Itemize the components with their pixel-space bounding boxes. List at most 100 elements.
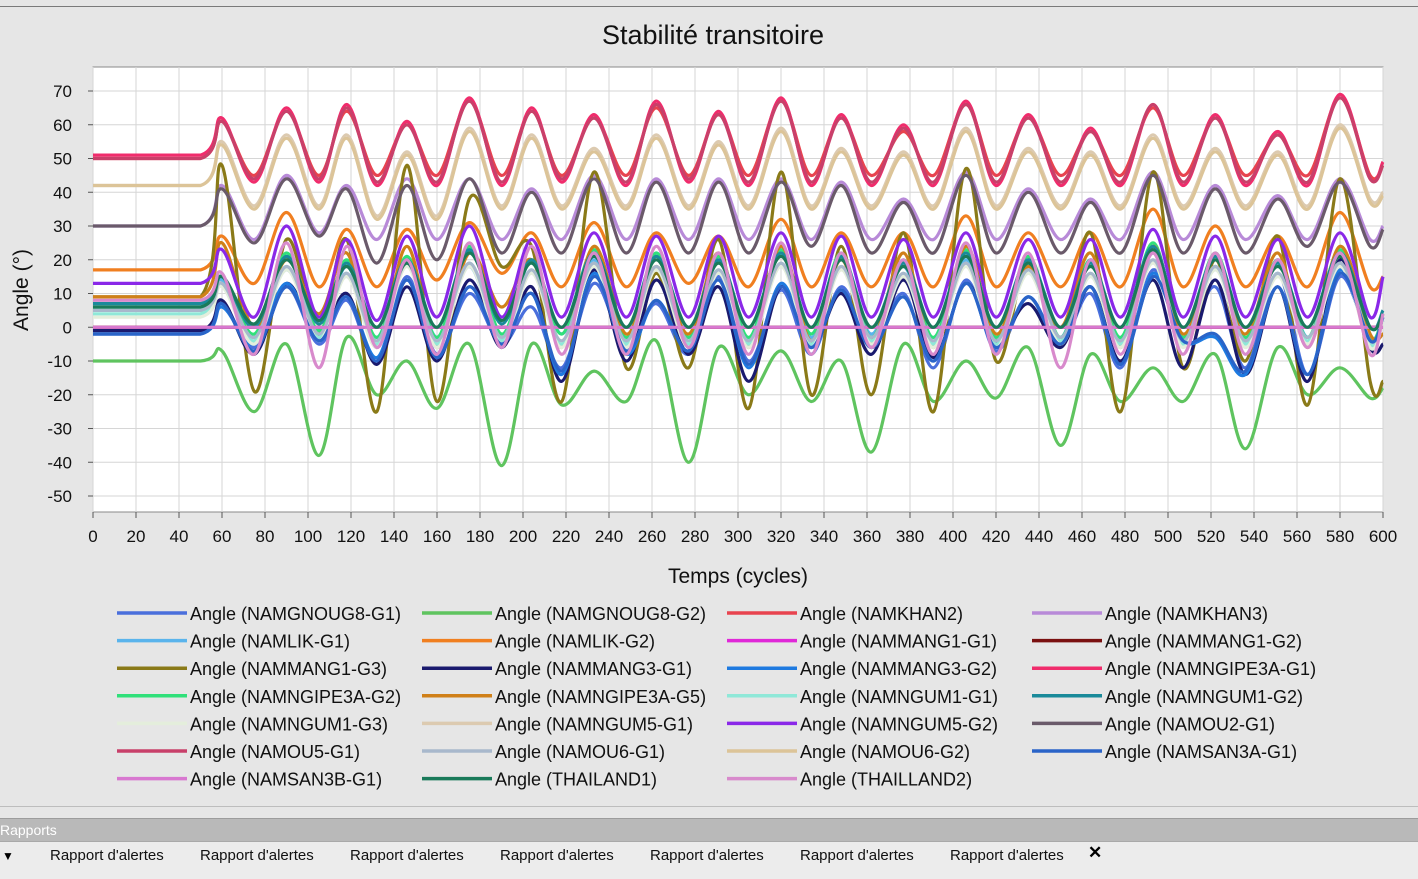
legend: Angle (NAMGNOUG8-G1) Angle (NAMGNOUG8-G2)…	[117, 604, 1316, 790]
series-line-5	[93, 207, 1385, 292]
series-line-18	[93, 224, 1385, 323]
tab-label: Rapport d'alertes	[50, 847, 164, 864]
panel-divider	[0, 806, 1418, 807]
x-tick-label: 140	[380, 527, 408, 546]
legend-label: Angle (NAMMANG1-G1)	[800, 632, 997, 652]
series-line-3	[93, 170, 1385, 243]
legend-label: Angle (NAMMANG3-G2)	[800, 659, 997, 679]
x-tick-label: 440	[1025, 527, 1053, 546]
x-tick-label: 100	[294, 527, 322, 546]
close-tab-icon[interactable]: ✕	[1088, 843, 1103, 862]
tab-rapport-alertes-1[interactable]: Rapport d'alertes	[36, 844, 164, 868]
transient-stability-chart: Stabilité transitoire 0 20 40 60 80 100 120 140…	[10, 20, 1397, 790]
legend-label: Angle (NAMNGIPE3A-G5)	[495, 687, 706, 707]
x-tick-label: 60	[213, 527, 232, 546]
x-tick-label: 340	[810, 527, 838, 546]
legend-label: Angle (THAILAND1)	[495, 770, 657, 790]
tab-rapport-alertes-7[interactable]: Rapport d'alertes	[936, 844, 1064, 868]
legend-label: Angle (NAMMANG3-G1)	[495, 659, 692, 679]
report-tabs-row: ▼ Rapport d'alertes Rapport d'alertes Rapp…	[0, 841, 1418, 879]
x-tick-label: 520	[1197, 527, 1225, 546]
legend-label: Angle (NAMNGUM1-G1)	[800, 687, 998, 707]
tab-label: Rapport d'alertes	[350, 847, 464, 864]
tab-label: Rapport d'alertes	[200, 847, 314, 864]
tab-label: Rapport d'alertes	[800, 847, 914, 864]
legend-label: Angle (NAMOU6-G1)	[495, 742, 665, 762]
y-axis-label: Angle (°)	[10, 249, 33, 331]
series-line-19	[93, 173, 1385, 265]
axis-ticks: 0 20 40 60 80 100 120 140 160 180 200 220 240 260 280 3…	[47, 82, 1397, 546]
x-axis-label: Temps (cycles)	[668, 565, 808, 588]
x-tick-label: 0	[88, 527, 97, 546]
x-tick-label: 260	[638, 527, 666, 546]
tab-label: Rapport d'alertes	[650, 847, 764, 864]
x-tick-label: 460	[1068, 527, 1096, 546]
y-tick-label: 10	[53, 285, 72, 304]
series-line-26	[93, 241, 1385, 370]
series-line-20	[93, 96, 1385, 184]
tab-rapport-alertes-6[interactable]: Rapport d'alertes	[786, 844, 914, 868]
y-tick-label: -50	[47, 487, 72, 506]
y-tick-label: 30	[53, 217, 72, 236]
legend-label: Angle (NAMNGUM5-G1)	[495, 714, 693, 734]
y-tick-label: -30	[47, 420, 72, 439]
legend-label: Angle (NAMSAN3B-G1)	[190, 770, 382, 790]
legend-label: Angle (NAMOU6-G2)	[800, 742, 970, 762]
y-tick-label: -10	[47, 352, 72, 371]
legend-label: Angle (NAMKHAN3)	[1105, 604, 1268, 624]
y-tick-label: 20	[53, 251, 72, 270]
y-tick-label: 70	[53, 82, 72, 101]
y-tick-label: 0	[63, 318, 72, 337]
y-tick-label: 40	[53, 183, 72, 202]
x-tick-label: 300	[724, 527, 752, 546]
series-line-23	[93, 271, 1385, 377]
x-tick-label: 540	[1240, 527, 1268, 546]
legend-label: Angle (NAMMANG1-G2)	[1105, 632, 1302, 652]
y-tick-label: 60	[53, 116, 72, 135]
rapports-title: Rapports	[0, 822, 57, 838]
x-tick-label: 380	[896, 527, 924, 546]
legend-label: Angle (NAMSAN3A-G1)	[1105, 742, 1297, 762]
legend-label: Angle (NAMGNOUG8-G2)	[495, 604, 706, 624]
tab-rapport-alertes-5[interactable]: Rapport d'alertes	[636, 844, 764, 868]
legend-label: Angle (NAMGNOUG8-G1)	[190, 604, 401, 624]
y-tick-label: 50	[53, 150, 72, 169]
x-tick-label: 120	[337, 527, 365, 546]
x-tick-label: 160	[423, 527, 451, 546]
x-tick-label: 200	[509, 527, 537, 546]
x-tick-label: 500	[1154, 527, 1182, 546]
tab-label: Rapport d'alertes	[500, 847, 614, 864]
series-lines	[93, 92, 1385, 468]
chart-panel: Stabilité transitoire 0 20 40 60 80 100 120 140…	[0, 7, 1418, 807]
rapports-panel-header: Rapports	[0, 818, 1418, 842]
legend-label: Angle (NAMLIK-G2)	[495, 632, 655, 652]
x-tick-label: 420	[982, 527, 1010, 546]
legend-label: Angle (NAMNGIPE3A-G2)	[190, 687, 401, 707]
legend-label: Angle (NAMOU5-G1)	[190, 742, 360, 762]
legend-label: Angle (NAMKHAN2)	[800, 604, 963, 624]
x-tick-label: 560	[1283, 527, 1311, 546]
x-tick-label: 180	[466, 527, 494, 546]
window-top-border	[0, 6, 1418, 7]
legend-label: Angle (NAMLIK-G1)	[190, 632, 350, 652]
tab-rapport-alertes-3[interactable]: Rapport d'alertes	[336, 844, 464, 868]
x-tick-label: 20	[127, 527, 146, 546]
series-line-22	[93, 126, 1385, 221]
legend-label: Angle (THAILLAND2)	[800, 770, 972, 790]
tab-list-dropdown-icon[interactable]: ▼	[2, 849, 14, 863]
x-tick-label: 220	[552, 527, 580, 546]
y-tick-label: -20	[47, 386, 72, 405]
tab-rapport-alertes-4[interactable]: Rapport d'alertes	[486, 844, 614, 868]
x-tick-label: 40	[170, 527, 189, 546]
legend-label: Angle (NAMMANG1-G3)	[190, 659, 387, 679]
tab-rapport-alertes-2[interactable]: Rapport d'alertes	[186, 844, 314, 868]
x-tick-label: 280	[681, 527, 709, 546]
x-tick-label: 580	[1326, 527, 1354, 546]
x-tick-label: 320	[767, 527, 795, 546]
tab-label: Rapport d'alertes	[950, 847, 1064, 864]
legend-label: Angle (NAMNGUM1-G3)	[190, 714, 388, 734]
x-tick-label: 360	[853, 527, 881, 546]
legend-label: Angle (NAMOU2-G1)	[1105, 714, 1275, 734]
legend-label: Angle (NAMNGUM1-G2)	[1105, 687, 1303, 707]
chart-title: Stabilité transitoire	[602, 20, 824, 50]
